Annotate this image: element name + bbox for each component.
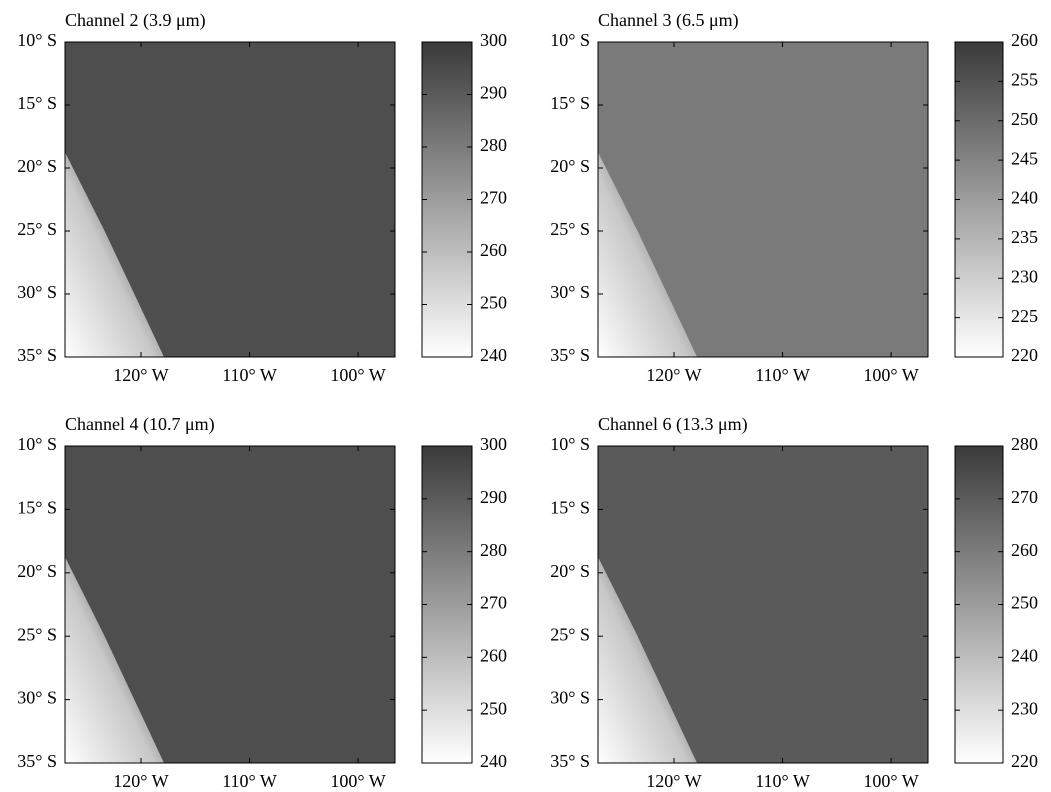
x-tick-label: 110° W: [755, 365, 810, 385]
colorbar-tick-label: 250: [480, 698, 507, 718]
x-tick-label: 100° W: [330, 771, 385, 791]
panel-title: Channel 6 (13.3 μm): [598, 414, 748, 435]
colorbar-tick-label: 245: [1011, 148, 1038, 168]
y-tick-label: 15° S: [550, 498, 590, 518]
x-tick-label: 100° W: [863, 365, 918, 385]
colorbar-tick-label: 230: [1011, 266, 1038, 286]
y-tick-label: 25° S: [550, 624, 590, 644]
y-tick-label: 10° S: [550, 434, 590, 454]
colorbar-tick-label: 260: [480, 240, 507, 260]
y-tick-label: 25° S: [17, 624, 57, 644]
y-tick-label: 10° S: [17, 434, 57, 454]
x-tick-label: 100° W: [330, 365, 385, 385]
colorbar-tick-label: 225: [1011, 306, 1038, 326]
x-tick-label: 110° W: [222, 771, 277, 791]
colorbar-tick-label: 300: [480, 30, 507, 50]
y-tick-label: 15° S: [17, 498, 57, 518]
x-tick-label: 120° W: [113, 771, 168, 791]
colorbar-tick-label: 270: [480, 188, 507, 208]
y-tick-label: 35° S: [550, 345, 590, 365]
y-tick-label: 25° S: [550, 219, 590, 239]
colorbar-tick-label: 260: [1011, 30, 1038, 50]
y-tick-label: 10° S: [17, 30, 57, 50]
panel-title: Channel 2 (3.9 μm): [65, 10, 206, 31]
y-tick-label: 35° S: [17, 751, 57, 771]
y-tick-label: 20° S: [17, 156, 57, 176]
y-tick-label: 20° S: [17, 561, 57, 581]
colorbar-tick-label: 270: [480, 593, 507, 613]
colorbar-tick-label: 240: [1011, 645, 1038, 665]
colorbar-tick-label: 280: [1011, 434, 1038, 454]
image-bright-region: [598, 152, 697, 357]
colorbar-tick-label: 250: [1011, 109, 1038, 129]
colorbar-tick-label: 235: [1011, 227, 1038, 247]
x-tick-label: 110° W: [222, 365, 277, 385]
y-tick-label: 15° S: [17, 93, 57, 113]
y-tick-label: 10° S: [550, 30, 590, 50]
colorbar-tick-label: 240: [480, 751, 507, 771]
plot-frame: [597, 445, 929, 764]
x-tick-label: 120° W: [646, 771, 701, 791]
colorbar-tick-label: 260: [480, 645, 507, 665]
colorbar: [954, 445, 1004, 764]
plot-frame: [597, 41, 929, 358]
y-tick-label: 30° S: [550, 688, 590, 708]
y-tick-label: 35° S: [17, 345, 57, 365]
y-tick-label: 20° S: [550, 156, 590, 176]
x-tick-label: 120° W: [646, 365, 701, 385]
y-tick-label: 30° S: [17, 282, 57, 302]
image-bright-region: [65, 152, 164, 357]
colorbar-tick-label: 270: [1011, 487, 1038, 507]
y-tick-label: 30° S: [550, 282, 590, 302]
colorbar-tick-label: 230: [1011, 698, 1038, 718]
plot-frame: [64, 445, 396, 764]
colorbar-tick-label: 240: [1011, 188, 1038, 208]
colorbar-tick-label: 240: [480, 345, 507, 365]
colorbar-tick-label: 220: [1011, 751, 1038, 771]
colorbar-tick-label: 290: [480, 83, 507, 103]
colorbar-tick-label: 220: [1011, 345, 1038, 365]
y-tick-label: 15° S: [550, 93, 590, 113]
colorbar: [421, 445, 473, 764]
y-tick-label: 20° S: [550, 561, 590, 581]
colorbar-tick-label: 250: [1011, 593, 1038, 613]
y-tick-label: 35° S: [550, 751, 590, 771]
panel-title: Channel 4 (10.7 μm): [65, 414, 215, 435]
colorbar-tick-label: 290: [480, 487, 507, 507]
panel-title: Channel 3 (6.5 μm): [598, 10, 739, 31]
image-bright-region: [65, 556, 164, 763]
colorbar-tick-label: 280: [480, 540, 507, 560]
colorbar: [954, 41, 1004, 358]
colorbar-tick-label: 250: [480, 293, 507, 313]
plot-frame: [64, 41, 396, 358]
y-tick-label: 30° S: [17, 688, 57, 708]
colorbar-tick-label: 280: [480, 135, 507, 155]
x-tick-label: 120° W: [113, 365, 168, 385]
colorbar-tick-label: 300: [480, 434, 507, 454]
colorbar-tick-label: 260: [1011, 540, 1038, 560]
colorbar: [421, 41, 473, 358]
x-tick-label: 110° W: [755, 771, 810, 791]
x-tick-label: 100° W: [863, 771, 918, 791]
image-bright-region: [598, 556, 697, 763]
colorbar-tick-label: 255: [1011, 70, 1038, 90]
y-tick-label: 25° S: [17, 219, 57, 239]
